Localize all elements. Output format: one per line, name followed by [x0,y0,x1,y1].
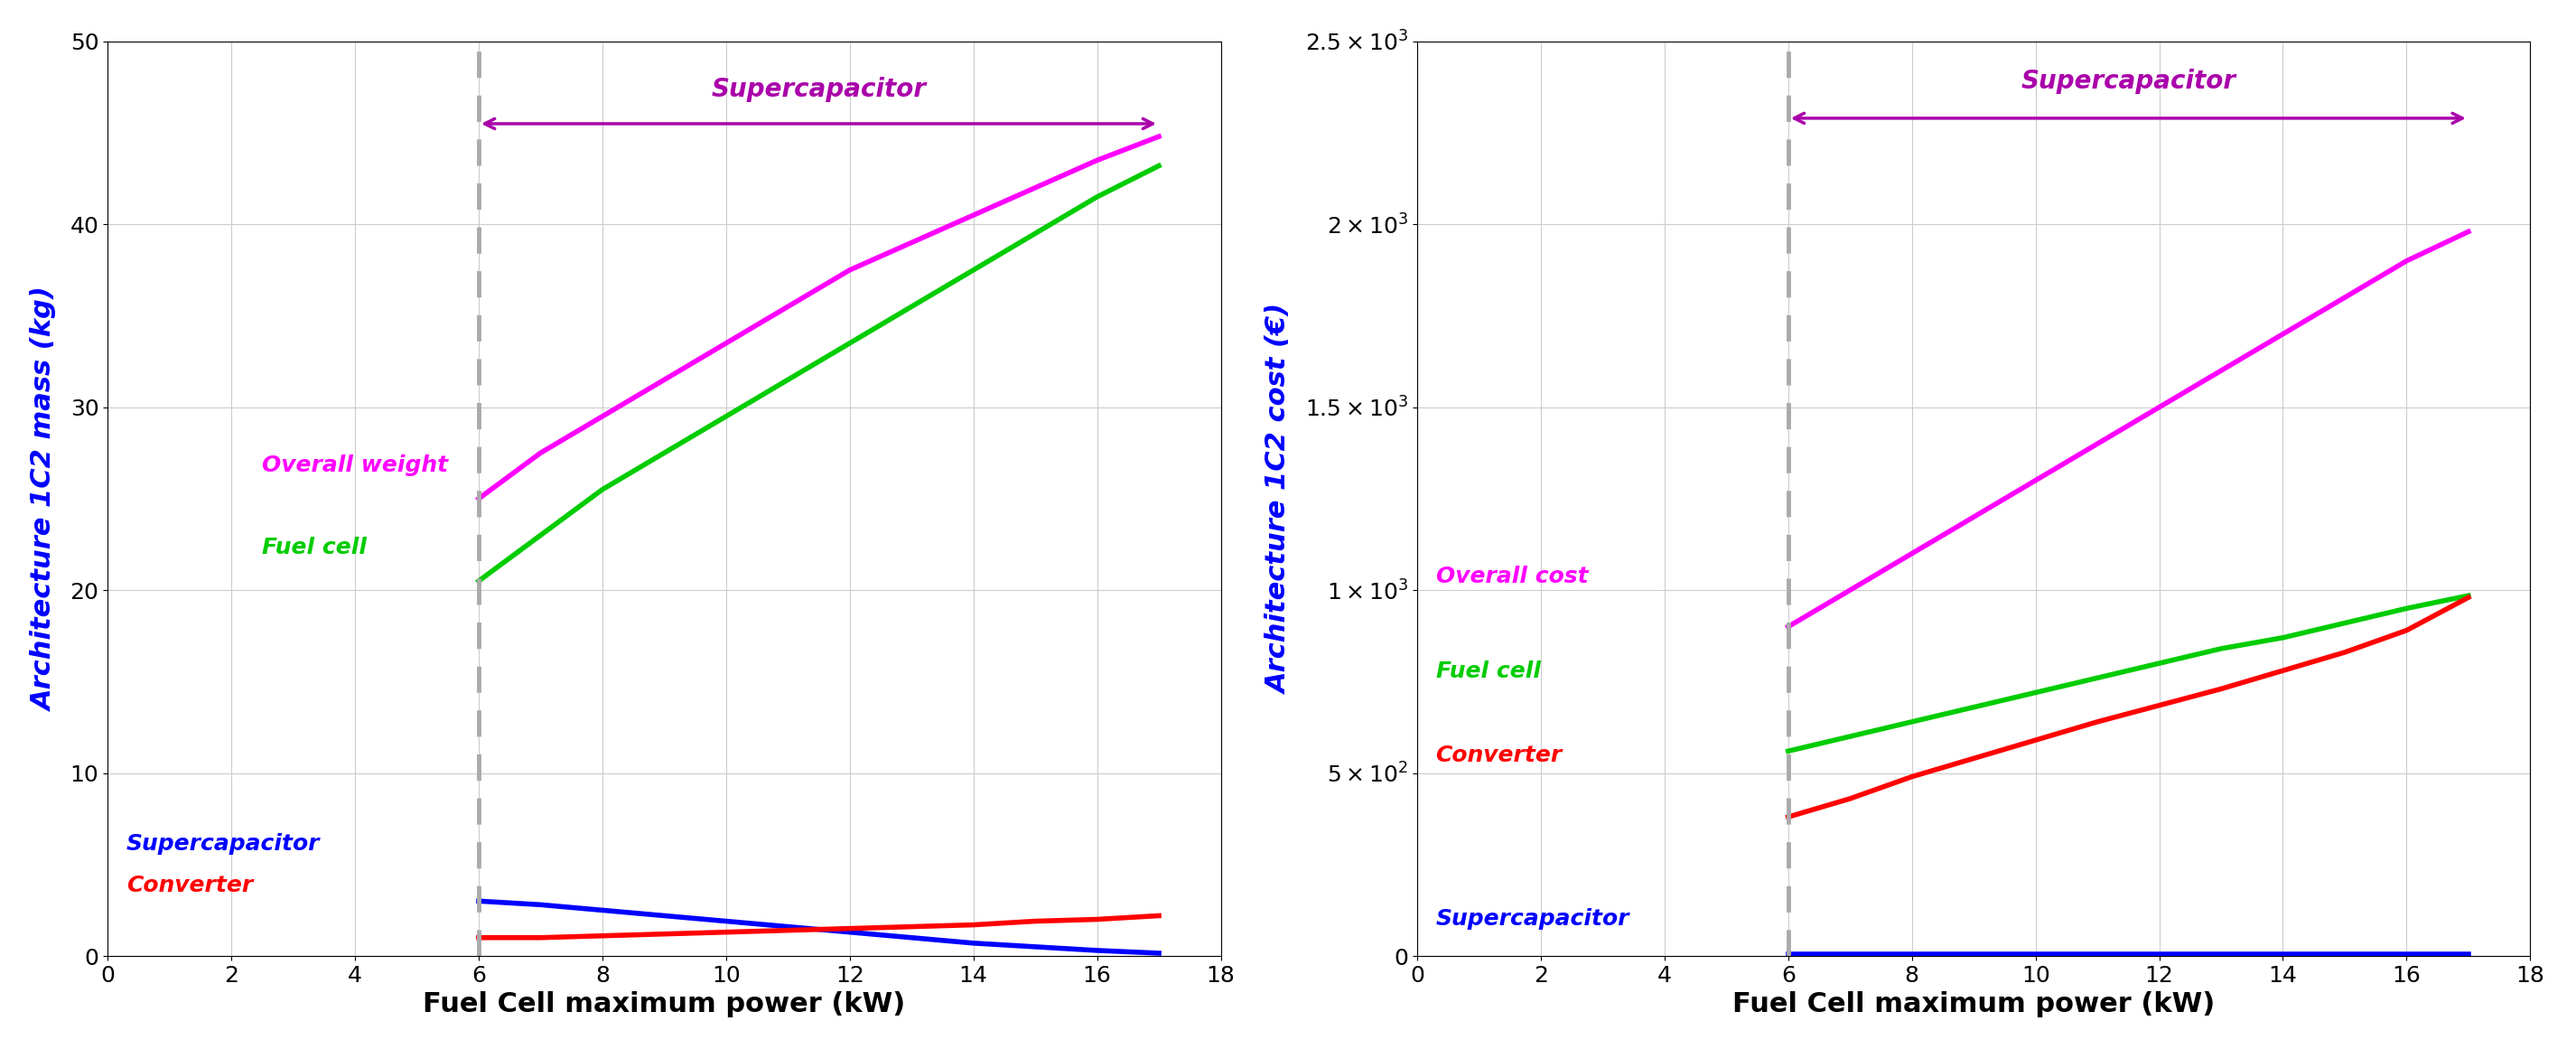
Text: Supercapacitor: Supercapacitor [2020,69,2236,94]
Text: Supercapacitor: Supercapacitor [1435,907,1631,929]
X-axis label: Fuel Cell maximum power (kW): Fuel Cell maximum power (kW) [1734,991,2215,1018]
Text: Fuel cell: Fuel cell [1435,661,1540,683]
Text: Converter: Converter [126,875,252,897]
Text: Supercapacitor: Supercapacitor [126,833,319,854]
Y-axis label: Architecture 1C2 mass (kg): Architecture 1C2 mass (kg) [31,286,57,711]
Text: Supercapacitor: Supercapacitor [711,77,927,102]
X-axis label: Fuel Cell maximum power (kW): Fuel Cell maximum power (kW) [422,991,907,1018]
Text: Overall weight: Overall weight [263,454,448,476]
Text: Fuel cell: Fuel cell [263,536,366,558]
Y-axis label: Architecture 1C2 cost (€): Architecture 1C2 cost (€) [1267,303,1293,694]
Text: Converter: Converter [1435,745,1564,767]
Text: Overall cost: Overall cost [1435,565,1587,587]
